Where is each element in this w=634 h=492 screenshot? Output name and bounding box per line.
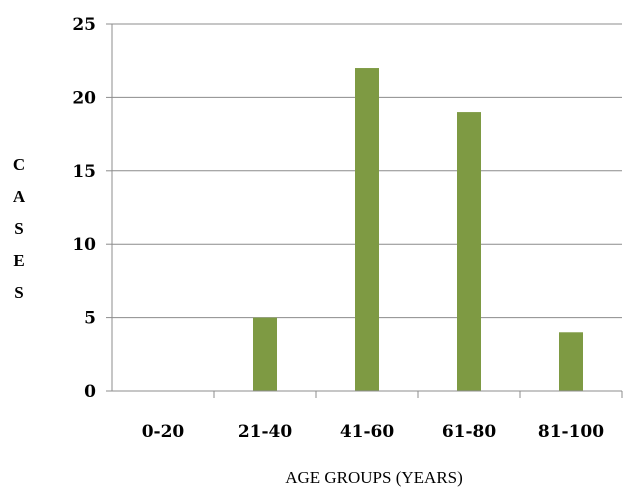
y-axis-title-letter: E — [13, 251, 24, 270]
x-tick-label: 21-40 — [238, 422, 293, 442]
x-axis-title: AGE GROUPS (YEARS) — [285, 468, 463, 487]
y-tick-label: 20 — [72, 88, 96, 108]
y-axis-title-letter: A — [13, 187, 26, 206]
bar-61-80 — [457, 112, 481, 391]
y-tick-label: 25 — [72, 15, 96, 35]
bar-21-40 — [253, 317, 277, 391]
y-axis-title-letter: S — [14, 283, 23, 302]
y-axis-title-letter: C — [13, 155, 25, 174]
y-tick-label: 15 — [72, 162, 96, 182]
bars — [253, 68, 583, 391]
bar-41-60 — [355, 68, 379, 391]
axes — [106, 23, 623, 398]
x-tick-label: 41-60 — [340, 422, 395, 442]
bar-81-100 — [559, 332, 583, 391]
x-tick-label: 81-100 — [538, 422, 604, 442]
y-tick-label: 10 — [72, 235, 96, 255]
x-tick-label: 61-80 — [442, 422, 497, 442]
x-axis-ticks: 0-20 21-40 41-60 61-80 81-100 — [142, 422, 605, 442]
y-tick-label: 5 — [84, 309, 96, 329]
y-tick-label: 0 — [84, 382, 96, 402]
y-axis-ticks: 0 5 10 15 20 25 — [72, 15, 96, 402]
x-tick-label: 0-20 — [142, 422, 185, 442]
y-axis-title-letter: S — [14, 219, 23, 238]
